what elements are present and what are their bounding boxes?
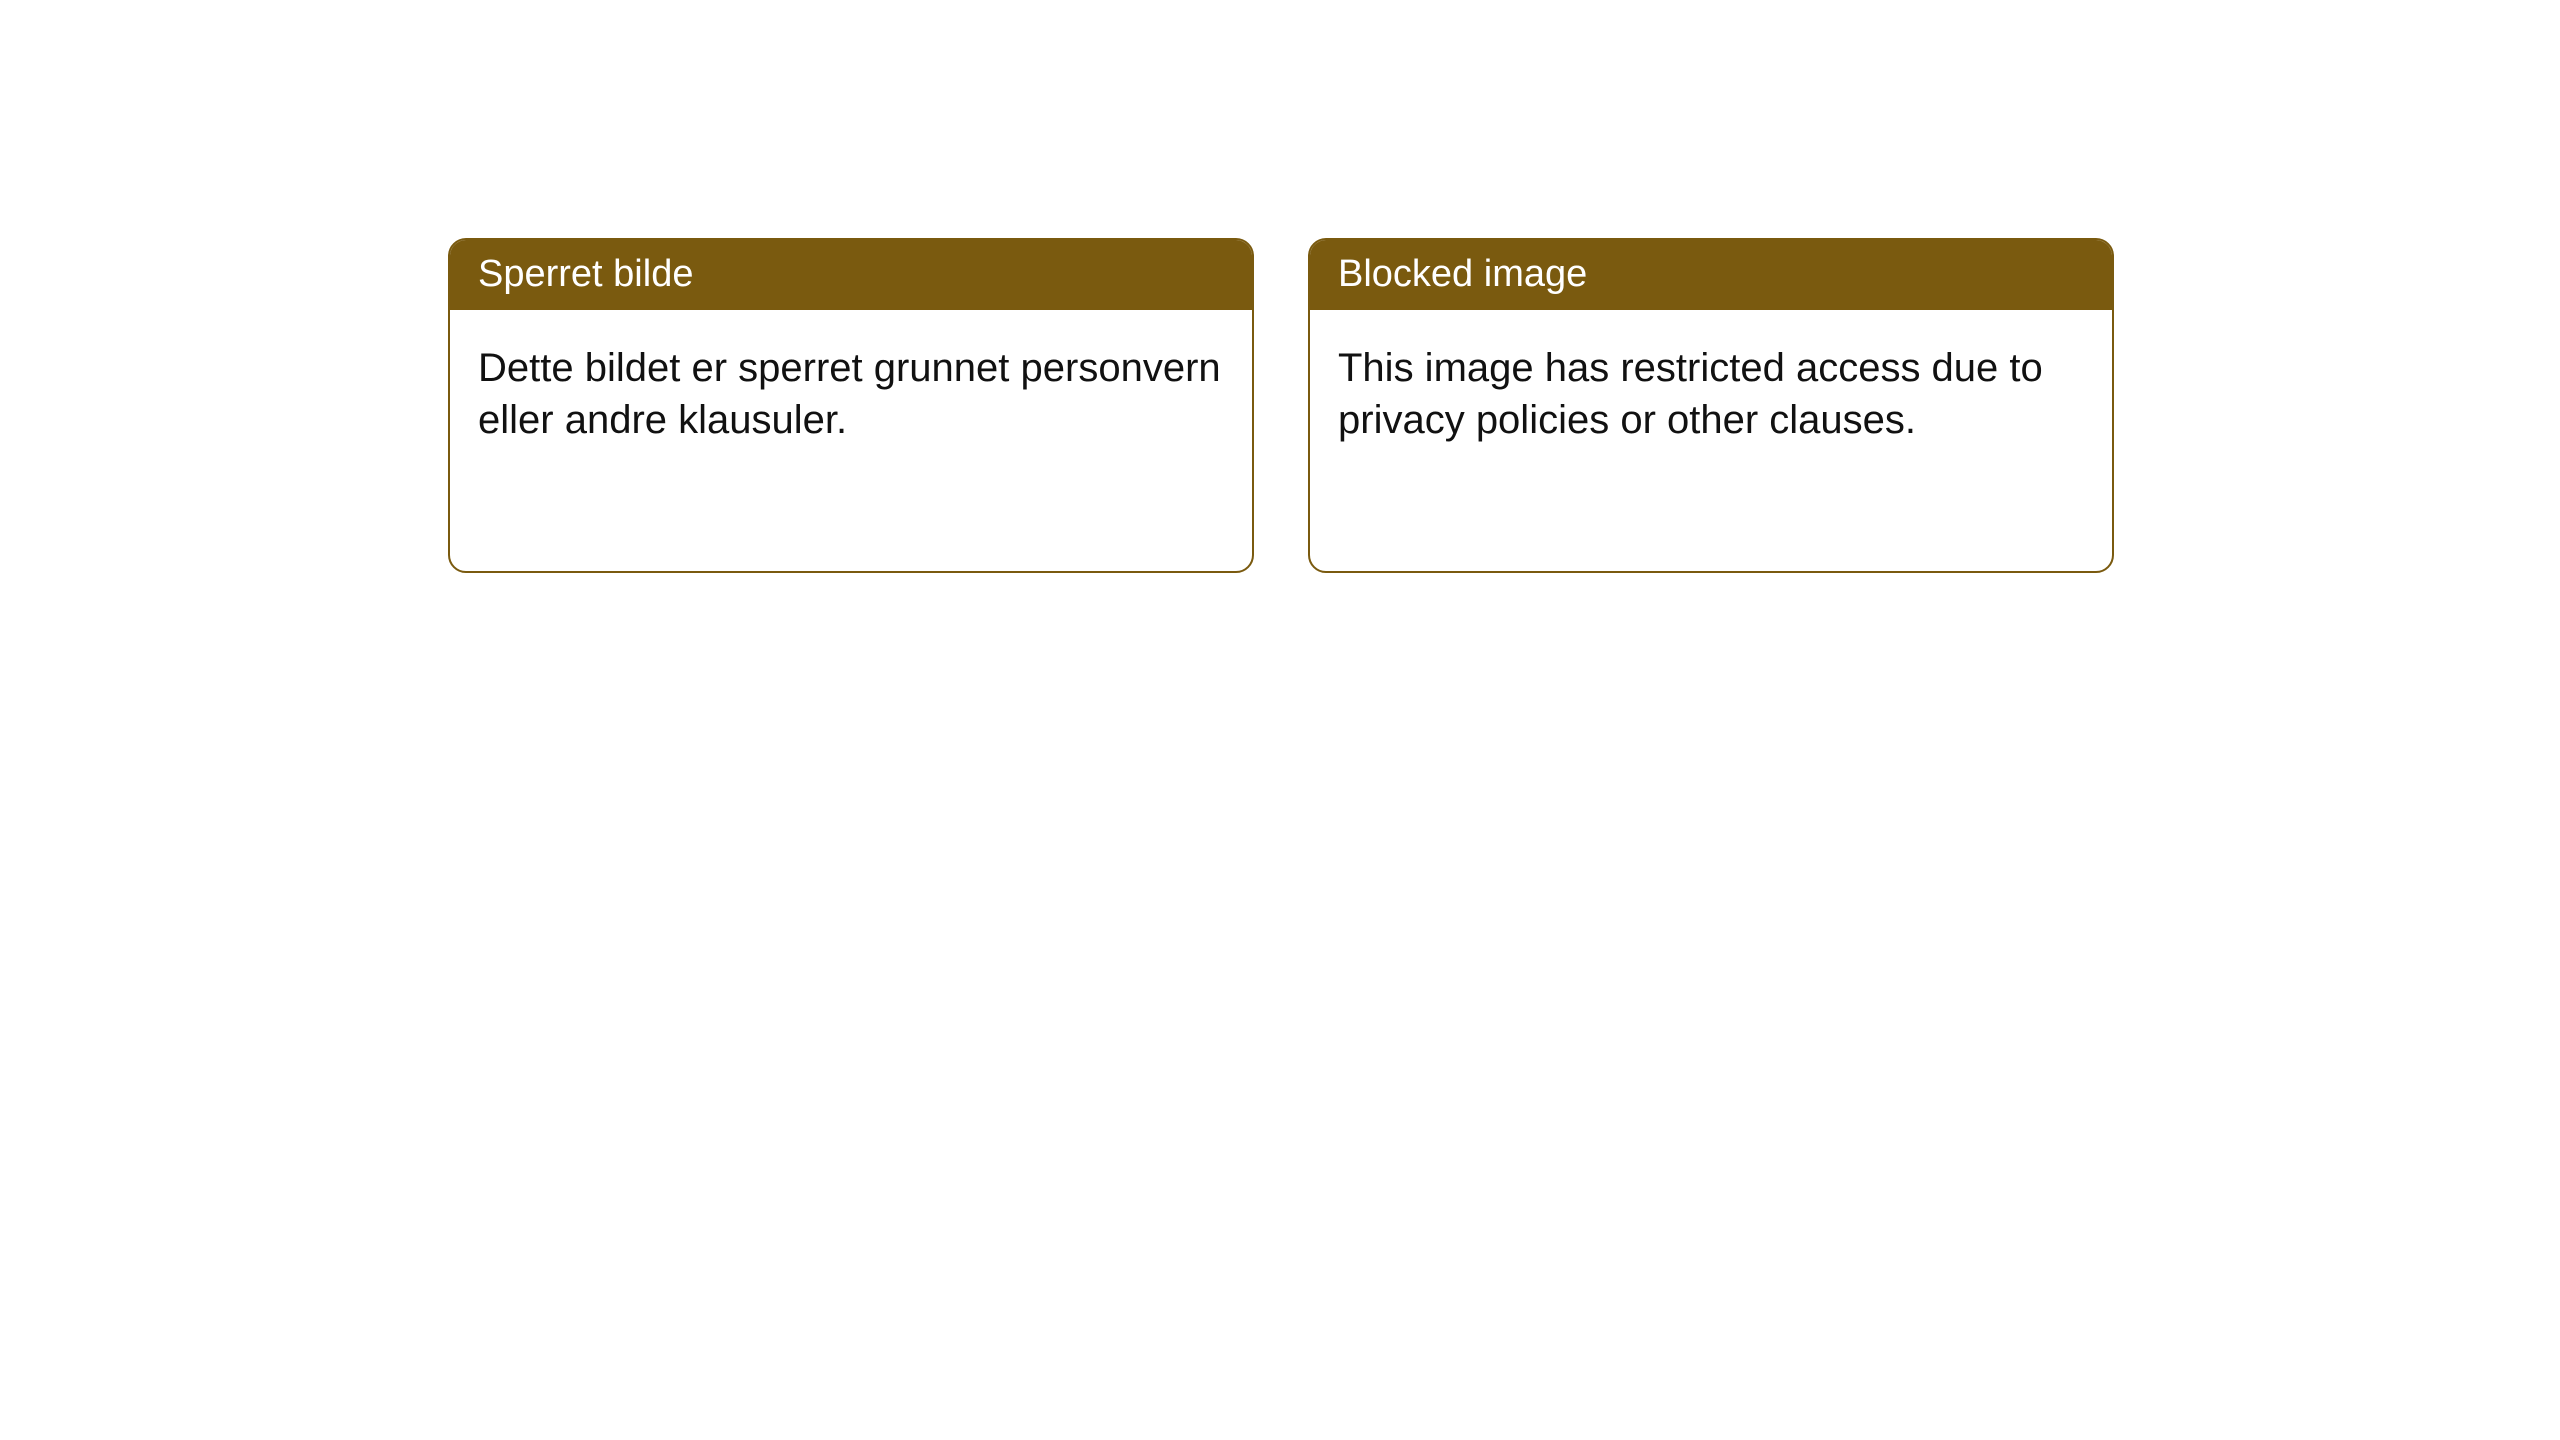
card-header-en: Blocked image [1310, 240, 2112, 310]
notice-container: Sperret bilde Dette bildet er sperret gr… [0, 0, 2560, 573]
blocked-image-card-no: Sperret bilde Dette bildet er sperret gr… [448, 238, 1254, 573]
card-body-en: This image has restricted access due to … [1310, 310, 2112, 478]
blocked-image-card-en: Blocked image This image has restricted … [1308, 238, 2114, 573]
card-header-no: Sperret bilde [450, 240, 1252, 310]
card-body-no: Dette bildet er sperret grunnet personve… [450, 310, 1252, 478]
